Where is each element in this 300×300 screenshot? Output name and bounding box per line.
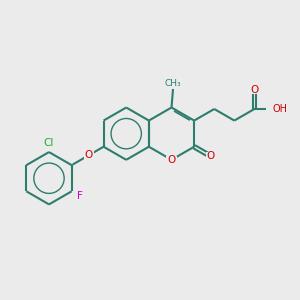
Text: F: F [76, 191, 82, 201]
Text: O: O [250, 85, 259, 95]
Text: OH: OH [273, 104, 288, 114]
Bar [75, 192, 84, 200]
Text: O: O [167, 155, 175, 165]
Text: O: O [207, 152, 215, 161]
Bar [250, 85, 259, 94]
Text: O: O [85, 150, 93, 161]
Text: Cl: Cl [44, 138, 54, 148]
Bar [206, 152, 216, 160]
Bar [167, 156, 177, 164]
Bar [84, 151, 94, 160]
Bar [266, 105, 280, 113]
Text: CH₃: CH₃ [165, 79, 181, 88]
Bar [43, 139, 55, 147]
